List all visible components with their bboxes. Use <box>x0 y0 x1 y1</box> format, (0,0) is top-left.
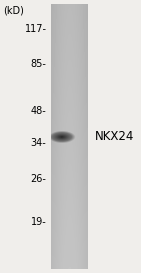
Text: (kD): (kD) <box>3 6 24 16</box>
Text: 26-: 26- <box>31 174 47 184</box>
Text: 34-: 34- <box>31 138 47 148</box>
Text: 117-: 117- <box>25 24 47 34</box>
Text: 19-: 19- <box>31 218 47 227</box>
Text: 85-: 85- <box>31 59 47 69</box>
Text: NKX24: NKX24 <box>94 130 134 143</box>
Text: 48-: 48- <box>31 106 47 115</box>
